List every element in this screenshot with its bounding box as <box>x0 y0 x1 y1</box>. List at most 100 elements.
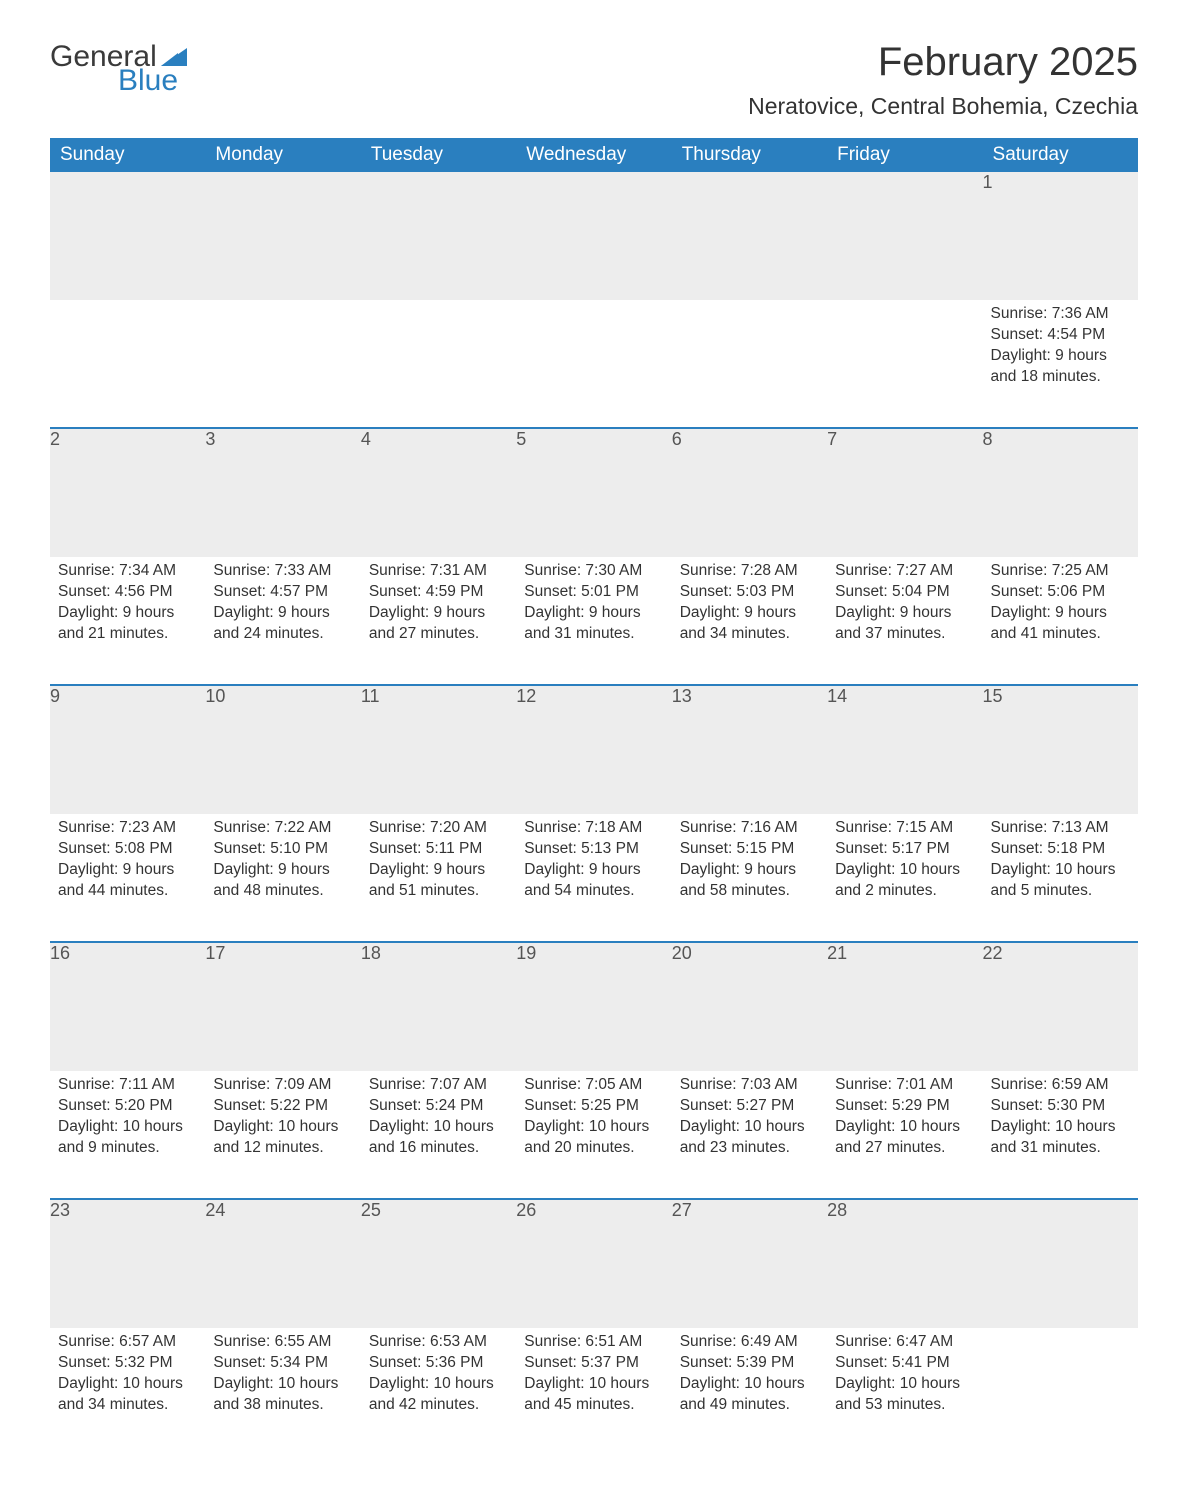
sunrise-text: Sunrise: 7:15 AM <box>835 818 974 839</box>
daylight-text: Daylight: 9 hours and 24 minutes. <box>213 603 352 645</box>
day-content: Sunrise: 6:57 AMSunset: 5:32 PMDaylight:… <box>50 1328 205 1426</box>
calendar-table: SundayMondayTuesdayWednesdayThursdayFrid… <box>50 138 1138 1456</box>
daynum-row: 9101112131415 <box>50 686 1138 814</box>
sunrise-text: Sunrise: 6:47 AM <box>835 1332 974 1353</box>
sunset-text: Sunset: 4:59 PM <box>369 582 508 603</box>
daylight-text: Daylight: 10 hours and 5 minutes. <box>991 860 1130 902</box>
sunset-text: Sunset: 5:01 PM <box>524 582 663 603</box>
daylight-text: Daylight: 10 hours and 2 minutes. <box>835 860 974 902</box>
day-number-cell: 13 <box>672 686 827 814</box>
day-cell <box>361 300 516 428</box>
sunset-text: Sunset: 5:18 PM <box>991 839 1130 860</box>
day-cell: Sunrise: 6:49 AMSunset: 5:39 PMDaylight:… <box>672 1328 827 1456</box>
day-cell: Sunrise: 7:22 AMSunset: 5:10 PMDaylight:… <box>205 814 360 942</box>
day-cell: Sunrise: 6:51 AMSunset: 5:37 PMDaylight:… <box>516 1328 671 1456</box>
day-content: Sunrise: 6:53 AMSunset: 5:36 PMDaylight:… <box>361 1328 516 1426</box>
daylight-text: Daylight: 10 hours and 23 minutes. <box>680 1117 819 1159</box>
day-number-cell: 28 <box>827 1200 982 1328</box>
day-cell <box>516 300 671 428</box>
sunset-text: Sunset: 5:08 PM <box>58 839 197 860</box>
daylight-text: Daylight: 9 hours and 44 minutes. <box>58 860 197 902</box>
day-number-cell: 10 <box>205 686 360 814</box>
day-number-cell: 3 <box>205 429 360 557</box>
sunset-text: Sunset: 5:27 PM <box>680 1096 819 1117</box>
day-number-cell: 25 <box>361 1200 516 1328</box>
day-content: Sunrise: 7:36 AMSunset: 4:54 PMDaylight:… <box>983 300 1138 398</box>
day-number-cell <box>516 172 671 300</box>
sunset-text: Sunset: 5:37 PM <box>524 1353 663 1374</box>
daylight-text: Daylight: 9 hours and 18 minutes. <box>991 346 1130 388</box>
day-cell: Sunrise: 7:03 AMSunset: 5:27 PMDaylight:… <box>672 1071 827 1199</box>
day-cell <box>672 300 827 428</box>
sunrise-text: Sunrise: 7:22 AM <box>213 818 352 839</box>
day-number-cell: 2 <box>50 429 205 557</box>
sunrise-text: Sunrise: 6:51 AM <box>524 1332 663 1353</box>
sunrise-text: Sunrise: 7:11 AM <box>58 1075 197 1096</box>
day-number-cell <box>983 1200 1138 1328</box>
daylight-text: Daylight: 10 hours and 53 minutes. <box>835 1374 974 1416</box>
day-content: Sunrise: 7:05 AMSunset: 5:25 PMDaylight:… <box>516 1071 671 1169</box>
day-cell: Sunrise: 7:13 AMSunset: 5:18 PMDaylight:… <box>983 814 1138 942</box>
daylight-text: Daylight: 9 hours and 51 minutes. <box>369 860 508 902</box>
day-number-cell <box>50 172 205 300</box>
sunrise-text: Sunrise: 7:03 AM <box>680 1075 819 1096</box>
day-number-cell: 1 <box>983 172 1138 300</box>
sunrise-text: Sunrise: 7:20 AM <box>369 818 508 839</box>
daylight-text: Daylight: 9 hours and 21 minutes. <box>58 603 197 645</box>
day-content: Sunrise: 7:23 AMSunset: 5:08 PMDaylight:… <box>50 814 205 912</box>
day-content: Sunrise: 7:07 AMSunset: 5:24 PMDaylight:… <box>361 1071 516 1169</box>
day-content: Sunrise: 7:27 AMSunset: 5:04 PMDaylight:… <box>827 557 982 655</box>
daylight-text: Daylight: 10 hours and 16 minutes. <box>369 1117 508 1159</box>
day-content: Sunrise: 6:47 AMSunset: 5:41 PMDaylight:… <box>827 1328 982 1426</box>
sunrise-text: Sunrise: 7:09 AM <box>213 1075 352 1096</box>
day-content: Sunrise: 7:01 AMSunset: 5:29 PMDaylight:… <box>827 1071 982 1169</box>
daylight-text: Daylight: 9 hours and 41 minutes. <box>991 603 1130 645</box>
day-content: Sunrise: 7:25 AMSunset: 5:06 PMDaylight:… <box>983 557 1138 655</box>
daynum-row: 1 <box>50 172 1138 300</box>
sunset-text: Sunset: 5:36 PM <box>369 1353 508 1374</box>
sunrise-text: Sunrise: 7:27 AM <box>835 561 974 582</box>
day-content: Sunrise: 7:31 AMSunset: 4:59 PMDaylight:… <box>361 557 516 655</box>
sunset-text: Sunset: 5:10 PM <box>213 839 352 860</box>
day-cell: Sunrise: 7:23 AMSunset: 5:08 PMDaylight:… <box>50 814 205 942</box>
day-content: Sunrise: 6:55 AMSunset: 5:34 PMDaylight:… <box>205 1328 360 1426</box>
day-cell: Sunrise: 7:27 AMSunset: 5:04 PMDaylight:… <box>827 557 982 685</box>
daylight-text: Daylight: 10 hours and 31 minutes. <box>991 1117 1130 1159</box>
sunset-text: Sunset: 5:29 PM <box>835 1096 974 1117</box>
day-cell: Sunrise: 7:09 AMSunset: 5:22 PMDaylight:… <box>205 1071 360 1199</box>
day-header: Friday <box>827 138 982 172</box>
day-number-cell: 12 <box>516 686 671 814</box>
logo-text-blue: Blue <box>118 64 178 98</box>
sunrise-text: Sunrise: 7:05 AM <box>524 1075 663 1096</box>
sunset-text: Sunset: 5:03 PM <box>680 582 819 603</box>
day-content: Sunrise: 7:09 AMSunset: 5:22 PMDaylight:… <box>205 1071 360 1169</box>
sunrise-text: Sunrise: 7:34 AM <box>58 561 197 582</box>
sunset-text: Sunset: 5:25 PM <box>524 1096 663 1117</box>
day-cell: Sunrise: 7:07 AMSunset: 5:24 PMDaylight:… <box>361 1071 516 1199</box>
day-cell: Sunrise: 7:01 AMSunset: 5:29 PMDaylight:… <box>827 1071 982 1199</box>
day-number-cell: 20 <box>672 943 827 1071</box>
week-row: Sunrise: 7:11 AMSunset: 5:20 PMDaylight:… <box>50 1071 1138 1199</box>
day-number-cell: 15 <box>983 686 1138 814</box>
week-row: Sunrise: 7:36 AMSunset: 4:54 PMDaylight:… <box>50 300 1138 428</box>
sunrise-text: Sunrise: 7:16 AM <box>680 818 819 839</box>
day-content: Sunrise: 7:03 AMSunset: 5:27 PMDaylight:… <box>672 1071 827 1169</box>
sunrise-text: Sunrise: 7:30 AM <box>524 561 663 582</box>
week-row: Sunrise: 6:57 AMSunset: 5:32 PMDaylight:… <box>50 1328 1138 1456</box>
sunset-text: Sunset: 5:32 PM <box>58 1353 197 1374</box>
sunset-text: Sunset: 5:17 PM <box>835 839 974 860</box>
day-content: Sunrise: 7:34 AMSunset: 4:56 PMDaylight:… <box>50 557 205 655</box>
week-row: Sunrise: 7:23 AMSunset: 5:08 PMDaylight:… <box>50 814 1138 942</box>
day-header-row: SundayMondayTuesdayWednesdayThursdayFrid… <box>50 138 1138 172</box>
sunset-text: Sunset: 5:04 PM <box>835 582 974 603</box>
day-cell <box>983 1328 1138 1456</box>
header-row: General Blue February 2025 Neratovice, C… <box>50 40 1138 132</box>
sunset-text: Sunset: 4:56 PM <box>58 582 197 603</box>
day-cell <box>827 300 982 428</box>
month-title: February 2025 <box>748 40 1138 85</box>
day-number-cell <box>672 172 827 300</box>
day-content: Sunrise: 6:49 AMSunset: 5:39 PMDaylight:… <box>672 1328 827 1426</box>
day-number-cell: 24 <box>205 1200 360 1328</box>
day-number-cell: 27 <box>672 1200 827 1328</box>
day-number-cell: 14 <box>827 686 982 814</box>
